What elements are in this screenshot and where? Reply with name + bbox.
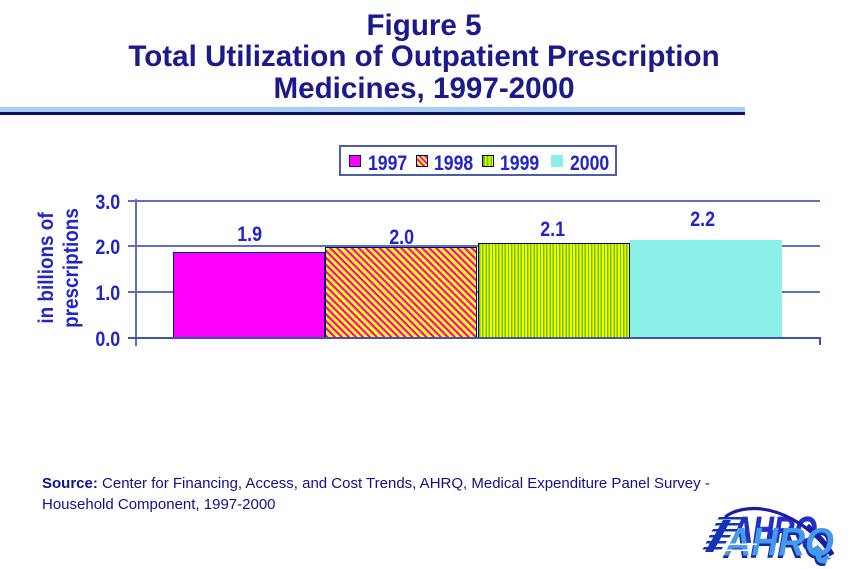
- svg-text:AHRQ: AHRQ: [724, 520, 834, 565]
- svg-text:AHRQ: AHRQ: [722, 523, 832, 568]
